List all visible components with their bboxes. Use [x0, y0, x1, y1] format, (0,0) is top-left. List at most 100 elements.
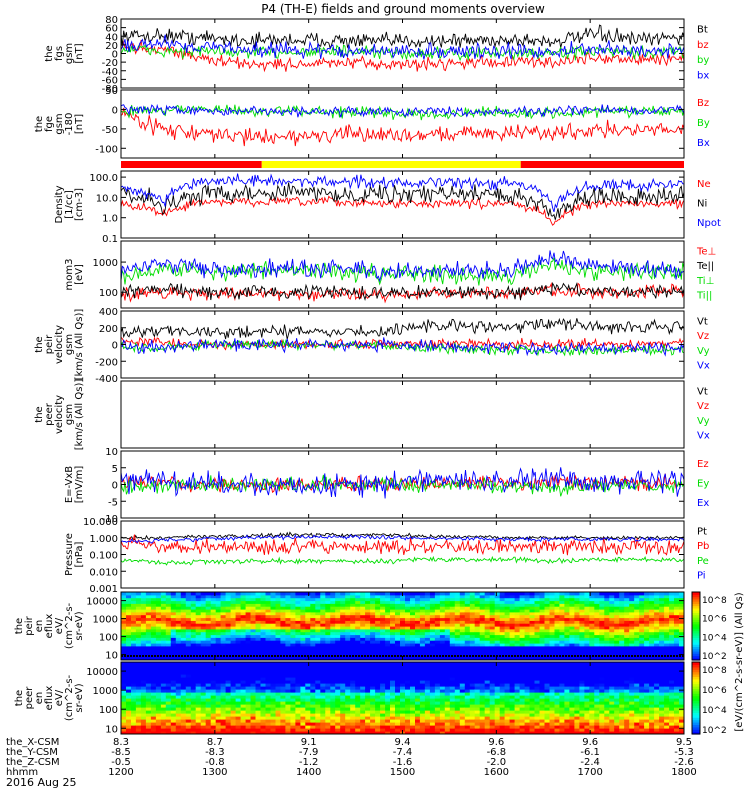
page-title: P4 (TH-E) fields and ground moments over… [261, 2, 545, 16]
panel-frame [121, 521, 684, 588]
legend-entry: Te⊥ [696, 246, 716, 257]
series-line-Te|| [121, 283, 684, 300]
y-tick-label: 100 [99, 288, 118, 299]
legend-entry: Ti|| [696, 291, 712, 302]
y-tick-label: 0.010 [89, 567, 118, 578]
series-group-density [121, 174, 684, 226]
y-axis-label: [nPa] [74, 541, 85, 567]
series-line-Pe [121, 557, 684, 565]
y-axis-label: [km/s (All Qs)] [74, 379, 85, 451]
y-tick-label: 0.1 [102, 234, 118, 245]
y-tick-label: 1.0 [102, 214, 118, 225]
y-axis-label: [eV] [74, 264, 85, 285]
colorbar-tick-label: 10^2 [702, 652, 727, 662]
x-axis-value: 1800 [671, 767, 696, 778]
x-axis-value: 1500 [390, 767, 415, 778]
y-tick-label: 0 [112, 105, 118, 116]
legend-entry: Ey [697, 479, 709, 490]
legend-entry: Pi [697, 571, 706, 582]
series-line-Pb [121, 535, 684, 556]
series-line-By [121, 105, 684, 120]
date-label: 2016 Aug 25 [6, 776, 76, 789]
legend-entry: Bz [697, 98, 709, 109]
legend-entry: Vx [697, 431, 710, 442]
mode-bar-segment [521, 161, 684, 168]
legend-entry: Vz [697, 331, 709, 342]
colorbar-tick-label: 10^8 [702, 666, 727, 676]
mode-bar [121, 161, 684, 168]
y-axis-label: sr-eV) [74, 611, 85, 640]
legend-entry: bx [697, 70, 709, 81]
legend-entry: Ni [697, 199, 707, 210]
mode-bar-segment [262, 161, 521, 168]
series-line-Pt [121, 532, 684, 540]
y-axis-label: [nT] [74, 43, 85, 63]
colorbars: 10^810^610^410^210^810^610^410^2[eV/(cm^… [692, 592, 745, 736]
y-tick-label: 0.100 [89, 551, 118, 562]
y-tick-label: 50 [105, 86, 118, 97]
colorbar-label: [eV/(cm^2-s-sr-eV)] (All Qs) [734, 592, 745, 731]
series-group-pressure [121, 532, 684, 565]
y-tick-label: -5 [108, 497, 118, 508]
x-axis-value: 1200 [108, 767, 133, 778]
series-group-temperature [121, 250, 684, 302]
x-axis-value: 1700 [577, 767, 602, 778]
panel-frame [121, 90, 684, 158]
y-tick-label: 0 [112, 341, 118, 352]
legend-entry: Vx [697, 361, 710, 372]
y-tick-label: 10 [105, 724, 118, 735]
legend-entry: Bt [697, 25, 708, 36]
mode-bar-segment [121, 161, 262, 168]
x-axis-value: 1400 [296, 767, 321, 778]
y-tick-label: 10.000 [83, 517, 118, 528]
y-tick-label: 100 [99, 633, 118, 644]
y-axis-label: [km/s (All Qs)] [74, 309, 85, 381]
y-axis-label: sr-eV) [74, 683, 85, 712]
legend-entry: Ez [697, 459, 709, 470]
series-group-fge [121, 105, 684, 147]
x-axis-table: the_X-CSMthe_Y-CSMthe_Z-CSMhhmm8.3-8.5-0… [6, 737, 697, 778]
colorbar-tick-label: 10^4 [702, 633, 727, 643]
y-tick-label: 1000 [93, 686, 118, 697]
y-tick-label: -200 [95, 357, 118, 368]
heatmap-peer_eflux [121, 662, 685, 735]
series-line-Npot [121, 174, 684, 212]
legend-entry: Vz [697, 401, 709, 412]
heatmap-peir_eflux [121, 592, 685, 661]
y-tick-label: -50 [102, 125, 118, 136]
series-line-Vt [121, 318, 684, 339]
colorbar-tick-label: 10^6 [702, 686, 727, 696]
legend-entry: Ti⊥ [696, 276, 714, 287]
series-group-efield [121, 467, 684, 498]
series-line-Ne [121, 196, 684, 225]
legend-entry: Te|| [696, 261, 714, 272]
legend-entry: By [697, 118, 710, 129]
legend-entry: Vy [697, 346, 710, 357]
colorbar-tick-label: 10^6 [702, 615, 727, 625]
x-axis-value: 1600 [484, 767, 509, 778]
legend-entry: Npot [697, 218, 721, 229]
y-tick-label: 100.0 [89, 173, 118, 184]
legend-entry: Vy [697, 416, 710, 427]
legend-entry: Pe [697, 556, 709, 567]
y-tick-label: 10.0 [96, 193, 118, 204]
series-line-Bx [121, 105, 684, 118]
legend-entry: Bx [697, 138, 710, 149]
y-tick-label: 400 [99, 307, 118, 318]
series-group-peir_velocity [121, 318, 684, 355]
legend-entry: Pb [697, 541, 709, 552]
x-axis-value: 1300 [202, 767, 227, 778]
legend-entry: Vt [697, 386, 708, 397]
y-tick-label: 10 [105, 651, 118, 662]
y-tick-label: 1.000 [89, 534, 118, 545]
y-tick-label: 200 [99, 324, 118, 335]
y-tick-label: 1000 [93, 258, 118, 269]
